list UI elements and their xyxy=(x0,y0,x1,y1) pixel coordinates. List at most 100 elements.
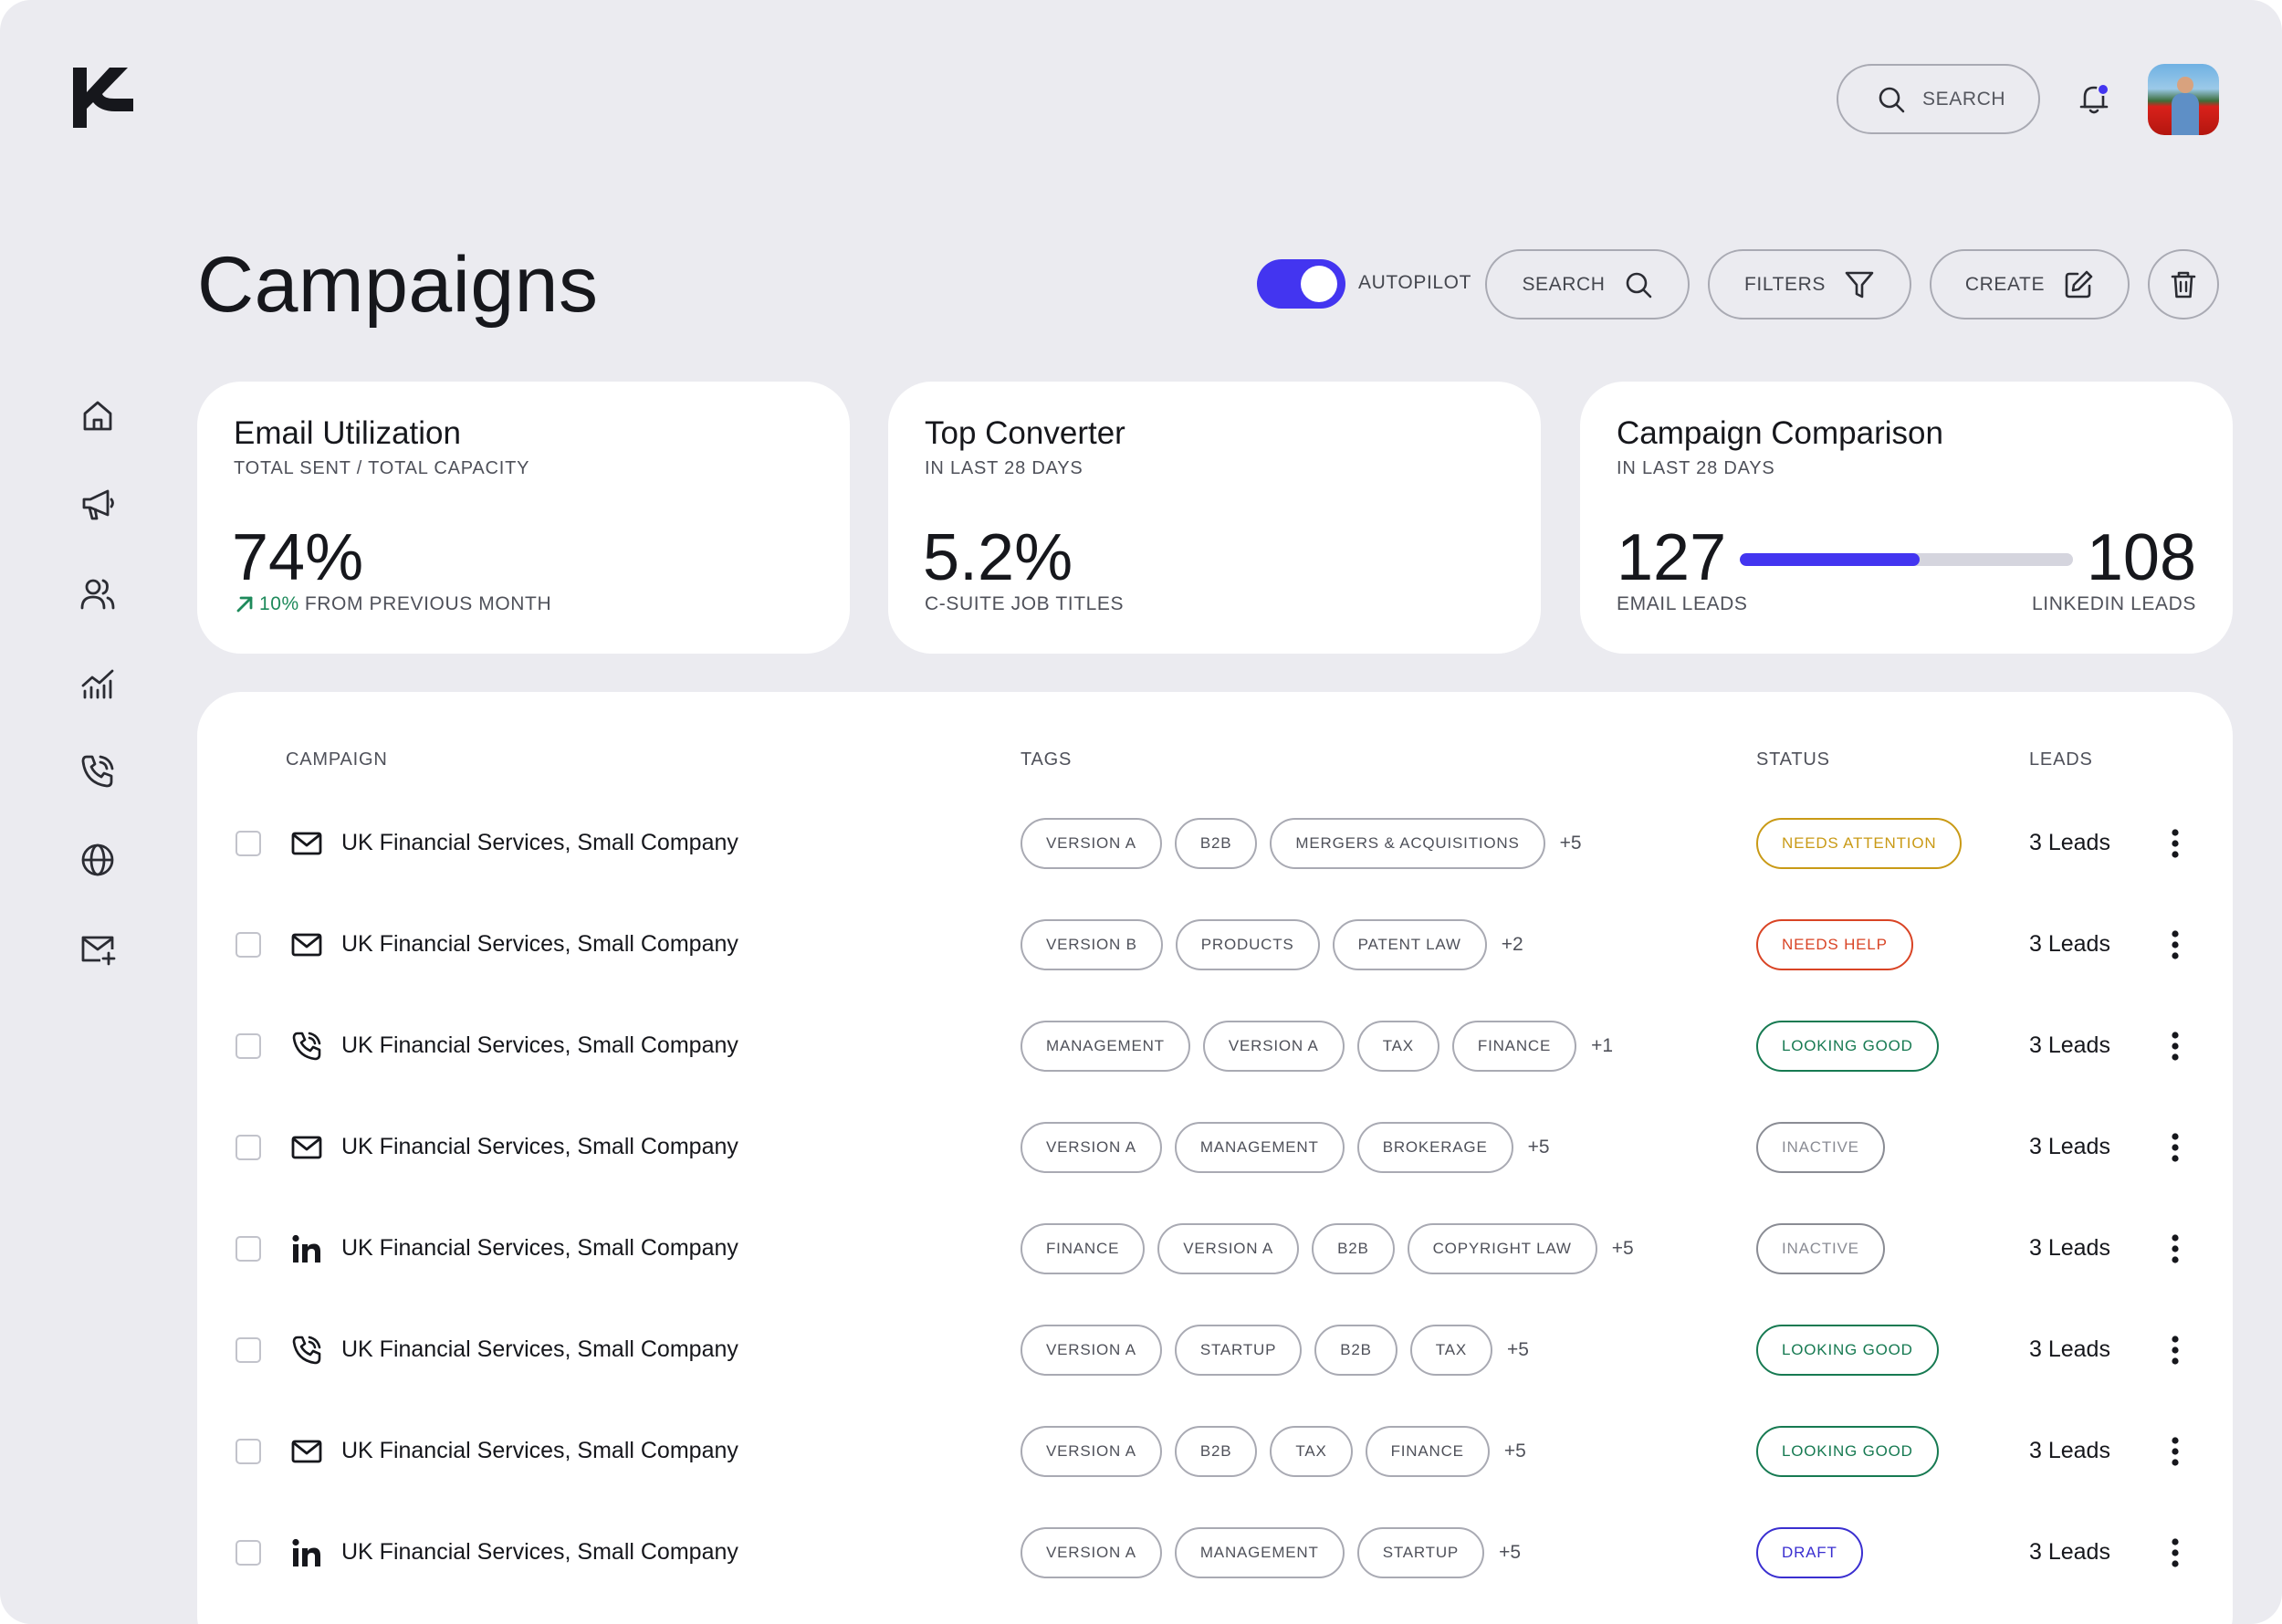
delete-button[interactable] xyxy=(2148,249,2219,320)
campaign-name[interactable]: UK Financial Services, Small Company xyxy=(341,1336,738,1362)
table-row[interactable]: UK Financial Services, Small Company MANA… xyxy=(197,995,2233,1096)
more-options-icon[interactable] xyxy=(2168,825,2183,862)
globe-icon[interactable] xyxy=(79,841,117,879)
campaign-name[interactable]: UK Financial Services, Small Company xyxy=(341,1134,738,1159)
more-tags-count[interactable]: +5 xyxy=(1559,833,1582,854)
row-checkbox[interactable] xyxy=(236,831,261,856)
megaphone-icon[interactable] xyxy=(79,486,117,524)
tag-chip[interactable]: TAX xyxy=(1270,1426,1353,1477)
table-row[interactable]: UK Financial Services, Small Company VERS… xyxy=(197,1299,2233,1400)
tag-chip[interactable]: BROKERAGE xyxy=(1356,1122,1513,1173)
more-options-icon[interactable] xyxy=(2168,1028,2183,1064)
row-checkbox[interactable] xyxy=(236,1033,261,1059)
tag-chip[interactable]: FINANCE xyxy=(1451,1021,1577,1072)
edit-pencil-icon xyxy=(2063,269,2094,300)
notifications-bell-icon[interactable] xyxy=(2076,80,2112,117)
tag-chip[interactable]: VERSION A xyxy=(1021,1426,1162,1477)
more-options-icon[interactable] xyxy=(2168,1231,2183,1267)
tag-chip[interactable]: TAX xyxy=(1356,1021,1439,1072)
status-badge: LOOKING GOOD xyxy=(1756,1426,1939,1477)
tag-chip[interactable]: STARTUP xyxy=(1356,1527,1485,1578)
create-button-label: CREATE xyxy=(1964,273,2046,295)
tag-chip[interactable]: VERSION A xyxy=(1021,818,1162,869)
tag-chip[interactable]: MANAGEMENT xyxy=(1021,1021,1190,1072)
more-options-icon[interactable] xyxy=(2168,1535,2183,1571)
tag-chip[interactable]: STARTUP xyxy=(1174,1325,1303,1376)
table-row[interactable]: UK Financial Services, Small Company VERS… xyxy=(197,1400,2233,1502)
tag-chip[interactable]: TAX xyxy=(1409,1325,1492,1376)
row-checkbox[interactable] xyxy=(236,1439,261,1464)
search-icon xyxy=(1624,270,1653,299)
more-tags-count[interactable]: +5 xyxy=(1506,1339,1529,1360)
search-icon xyxy=(1877,85,1906,114)
users-icon[interactable] xyxy=(79,575,117,613)
more-tags-count[interactable]: +5 xyxy=(1499,1542,1522,1563)
table-row[interactable]: UK Financial Services, Small Company FINA… xyxy=(197,1198,2233,1299)
tag-chip[interactable]: VERSION A xyxy=(1202,1021,1345,1072)
tag-chip[interactable]: COPYRIGHT LAW xyxy=(1407,1223,1597,1274)
home-icon[interactable] xyxy=(79,397,117,435)
autopilot-toggle[interactable] xyxy=(1257,259,1345,309)
more-options-icon[interactable] xyxy=(2168,1433,2183,1470)
mail-add-icon[interactable] xyxy=(79,929,117,968)
more-tags-count[interactable]: +5 xyxy=(1503,1441,1526,1462)
analytics-icon[interactable] xyxy=(79,664,117,702)
tag-chip[interactable]: MERGERS & ACQUISITIONS xyxy=(1270,818,1545,869)
campaign-name[interactable]: UK Financial Services, Small Company xyxy=(341,931,738,957)
status-badge: NEEDS HELP xyxy=(1756,919,1913,970)
tag-chip[interactable]: FINANCE xyxy=(1365,1426,1490,1477)
column-header-campaign[interactable]: CAMPAIGN xyxy=(286,749,388,770)
change-up: 10% xyxy=(234,593,299,615)
table-row[interactable]: UK Financial Services, Small Company VERS… xyxy=(197,1096,2233,1198)
row-checkbox[interactable] xyxy=(236,932,261,958)
tag-chip[interactable]: MANAGEMENT xyxy=(1174,1122,1345,1173)
tag-chip[interactable]: PATENT LAW xyxy=(1332,919,1487,970)
row-checkbox[interactable] xyxy=(236,1337,261,1363)
more-options-icon[interactable] xyxy=(2168,927,2183,963)
brand-logo[interactable] xyxy=(73,68,137,128)
campaign-name[interactable]: UK Financial Services, Small Company xyxy=(341,1438,738,1463)
create-button[interactable]: CREATE xyxy=(1930,249,2130,320)
tag-chip[interactable]: PRODUCTS xyxy=(1175,919,1320,970)
column-header-status[interactable]: STATUS xyxy=(1756,749,1830,770)
column-header-tags[interactable]: TAGS xyxy=(1021,749,1073,770)
table-row[interactable]: UK Financial Services, Small Company VERS… xyxy=(197,792,2233,894)
tag-chip[interactable]: B2B xyxy=(1312,1223,1395,1274)
tag-chip[interactable]: FINANCE xyxy=(1021,1223,1146,1274)
user-avatar[interactable] xyxy=(2148,64,2219,135)
more-options-icon[interactable] xyxy=(2168,1129,2183,1166)
table-row[interactable]: UK Financial Services, Small Company VERS… xyxy=(197,894,2233,995)
tag-chip[interactable]: VERSION A xyxy=(1157,1223,1300,1274)
more-tags-count[interactable]: +5 xyxy=(1611,1238,1634,1259)
top-converter-card: Top Converter IN LAST 28 DAYS 5.2% C-SUI… xyxy=(888,382,1541,654)
phone-icon[interactable] xyxy=(79,752,117,791)
leads-count: 3 Leads xyxy=(2029,1539,2110,1565)
tag-chip[interactable]: VERSION A xyxy=(1021,1325,1162,1376)
column-header-leads[interactable]: LEADS xyxy=(2029,749,2093,770)
filters-button[interactable]: FILTERS xyxy=(1708,249,1911,320)
change-value: 10% xyxy=(259,593,299,614)
tag-list: VERSION A STARTUP B2B TAX +5 xyxy=(1021,1325,1529,1376)
tag-chip[interactable]: VERSION A xyxy=(1021,1527,1162,1578)
table-row[interactable]: UK Financial Services, Small Company VERS… xyxy=(197,1502,2233,1603)
row-checkbox[interactable] xyxy=(236,1236,261,1262)
leads-count: 3 Leads xyxy=(2029,1438,2110,1463)
more-options-icon[interactable] xyxy=(2168,1332,2183,1368)
tag-chip[interactable]: B2B xyxy=(1174,818,1258,869)
row-checkbox[interactable] xyxy=(236,1540,261,1566)
more-tags-count[interactable]: +5 xyxy=(1527,1137,1550,1158)
tag-chip[interactable]: B2B xyxy=(1314,1325,1397,1376)
more-tags-count[interactable]: +1 xyxy=(1591,1035,1614,1056)
tag-chip[interactable]: VERSION B xyxy=(1021,919,1163,970)
campaign-name[interactable]: UK Financial Services, Small Company xyxy=(341,1539,738,1565)
campaign-name[interactable]: UK Financial Services, Small Company xyxy=(341,830,738,855)
campaign-name[interactable]: UK Financial Services, Small Company xyxy=(341,1032,738,1058)
search-button[interactable]: SEARCH xyxy=(1485,249,1690,320)
tag-chip[interactable]: MANAGEMENT xyxy=(1174,1527,1345,1578)
campaign-name[interactable]: UK Financial Services, Small Company xyxy=(341,1235,738,1261)
tag-chip[interactable]: VERSION A xyxy=(1021,1122,1162,1173)
tag-chip[interactable]: B2B xyxy=(1174,1426,1258,1477)
more-tags-count[interactable]: +2 xyxy=(1501,934,1523,955)
row-checkbox[interactable] xyxy=(236,1135,261,1160)
global-search-button[interactable]: SEARCH xyxy=(1837,64,2040,134)
